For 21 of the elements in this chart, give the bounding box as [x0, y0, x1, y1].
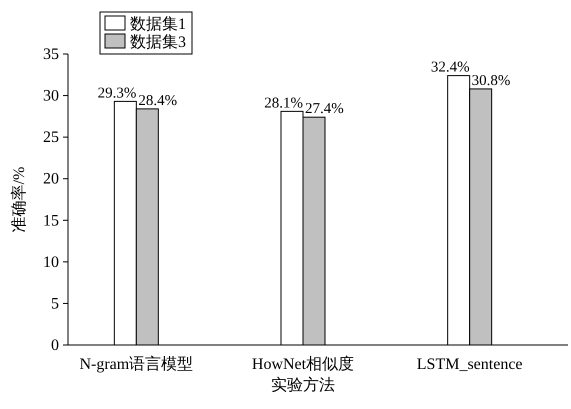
- y-tick-label: 20: [43, 170, 59, 188]
- data-label: 32.4%: [430, 60, 470, 76]
- y-tick-label: 25: [43, 129, 59, 146]
- y-tick-label: 5: [51, 295, 59, 312]
- y-tick-label: 35: [43, 46, 59, 63]
- x-tick-label: N-gram语言模型: [79, 355, 194, 373]
- y-tick-label: 15: [43, 212, 59, 230]
- legend-label: 数据集1: [130, 16, 186, 33]
- data-label: 28.1%: [264, 95, 303, 112]
- y-tick-label: 10: [43, 254, 59, 271]
- data-label: 28.4%: [138, 92, 178, 109]
- y-tick-label: 30: [43, 88, 59, 105]
- data-label: 27.4%: [305, 101, 344, 118]
- legend-label: 数据集3: [130, 34, 186, 51]
- y-tick-label: 0: [51, 337, 59, 354]
- y-axis-title: 准确率/%: [10, 166, 28, 232]
- data-label: 30.8%: [472, 72, 510, 89]
- data-label: 29.3%: [98, 85, 136, 102]
- x-tick-label: LSTM_sentence: [416, 356, 523, 373]
- x-axis-title: 实验方法: [271, 376, 335, 394]
- x-tick-label: HowNet相似度: [252, 355, 354, 373]
